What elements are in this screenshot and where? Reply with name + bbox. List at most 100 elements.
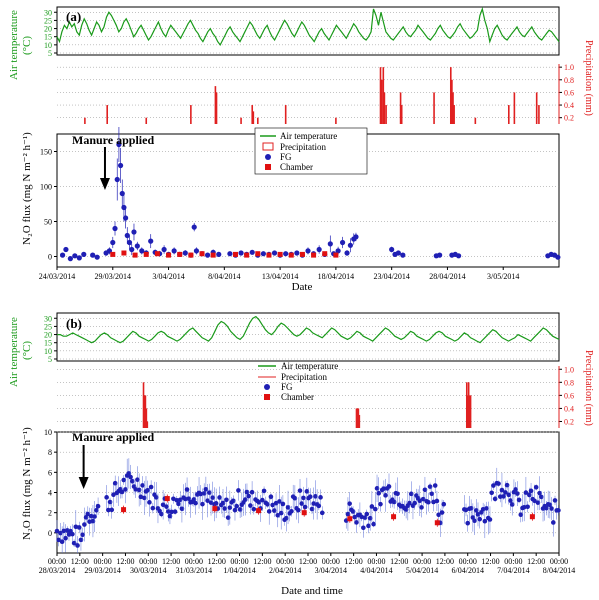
fg-point bbox=[82, 522, 87, 527]
fg-point bbox=[141, 495, 147, 501]
flux-x-tick-label: 23/04/2014 bbox=[373, 272, 409, 281]
fg-point bbox=[72, 253, 78, 259]
fg-point bbox=[547, 502, 553, 508]
chamber-point bbox=[301, 510, 307, 516]
fg-point bbox=[133, 487, 139, 492]
panel-a-xlabel: Date bbox=[292, 281, 313, 293]
fg-point bbox=[191, 497, 197, 502]
flux-x-tick-time: 12:00 bbox=[299, 557, 317, 566]
fg-point bbox=[172, 509, 178, 514]
flux-y-tick-label: 0 bbox=[48, 529, 52, 538]
fg-point bbox=[59, 252, 66, 258]
fg-point bbox=[56, 537, 62, 543]
fg-point bbox=[383, 493, 388, 498]
fg-point bbox=[515, 491, 520, 496]
precip-tick-label: 0.6 bbox=[564, 391, 574, 400]
temp-tick-label: 20 bbox=[44, 331, 52, 340]
chamber-point bbox=[199, 251, 205, 257]
fg-point bbox=[88, 513, 94, 519]
fg-point bbox=[94, 507, 99, 513]
precip-bar bbox=[257, 117, 259, 124]
flux-x-tick-date: 6/04/2014 bbox=[452, 566, 484, 575]
precip-bar bbox=[252, 111, 255, 124]
fg-point bbox=[95, 503, 101, 509]
fg-point bbox=[364, 511, 370, 517]
fg-point bbox=[81, 251, 87, 257]
flux-x-tick-label: 3/04/2014 bbox=[152, 272, 184, 281]
fg-point bbox=[297, 488, 303, 493]
panel-b-manure-annotation: Manure applied bbox=[72, 430, 154, 444]
fg-point bbox=[441, 501, 447, 507]
fg-point bbox=[302, 504, 308, 510]
precip-bar bbox=[142, 382, 145, 428]
flux-x-tick-time: 00:00 bbox=[48, 557, 66, 566]
flux-x-tick-time: 12:00 bbox=[208, 557, 226, 566]
fg-point bbox=[376, 490, 382, 496]
fg-point bbox=[174, 498, 180, 503]
fg-point bbox=[114, 176, 120, 183]
chamber-point bbox=[166, 252, 172, 258]
flux-x-tick-time: 12:00 bbox=[436, 557, 454, 566]
temp-tick-label: 5 bbox=[48, 355, 52, 364]
fg-point bbox=[369, 504, 375, 509]
fg-point bbox=[63, 535, 68, 541]
fg-point bbox=[296, 507, 301, 513]
precip-bar bbox=[382, 67, 385, 124]
chamber-point bbox=[110, 251, 116, 257]
fg-point bbox=[419, 505, 424, 510]
temp-tick-label: 5 bbox=[48, 49, 52, 58]
fg-point bbox=[112, 225, 118, 232]
fg-point bbox=[400, 252, 406, 258]
panel-b-manure-arrow bbox=[78, 445, 89, 489]
flux-x-tick-time: 12:00 bbox=[71, 557, 89, 566]
precip-tick-label: 0.2 bbox=[564, 417, 574, 426]
fg-point bbox=[147, 500, 152, 505]
fg-point bbox=[246, 493, 251, 499]
flux-x-tick-time: 00:00 bbox=[550, 557, 568, 566]
arrow-head bbox=[78, 477, 89, 489]
fg-point bbox=[313, 494, 318, 499]
fg-point bbox=[54, 528, 60, 534]
fg-point bbox=[67, 256, 73, 262]
fg-point bbox=[319, 510, 325, 516]
temp-tick-label: 15 bbox=[44, 33, 52, 42]
fg-point bbox=[73, 524, 79, 530]
temp-tick-label: 30 bbox=[44, 314, 52, 323]
legend-a-fg-swatch bbox=[265, 154, 271, 160]
fg-point bbox=[535, 500, 541, 505]
fg-point bbox=[549, 506, 554, 511]
fg-point bbox=[499, 487, 505, 493]
fg-point bbox=[362, 515, 368, 520]
fg-point bbox=[220, 500, 226, 506]
fg-point bbox=[80, 532, 85, 538]
fg-point bbox=[525, 504, 530, 510]
flux-x-tick-date: 3/04/2014 bbox=[315, 566, 347, 575]
fg-point bbox=[251, 506, 257, 512]
fg-point bbox=[432, 483, 438, 488]
fg-point bbox=[504, 482, 510, 488]
fg-point bbox=[76, 525, 82, 530]
chamber-point bbox=[244, 252, 250, 258]
chamber-point bbox=[121, 507, 127, 513]
flux-x-tick-label: 29/03/2014 bbox=[95, 272, 131, 281]
fg-point bbox=[182, 250, 188, 256]
fg-point bbox=[473, 508, 479, 513]
fg-point bbox=[198, 491, 204, 497]
flux-x-tick-time: 00:00 bbox=[367, 557, 385, 566]
fg-point bbox=[327, 241, 333, 247]
precip-bar bbox=[452, 92, 454, 124]
flux-x-tick-date: 8/04/2014 bbox=[543, 566, 575, 575]
precip-bar bbox=[145, 117, 148, 124]
panel-b-temp-ylabel: Air temperature bbox=[8, 317, 20, 387]
fg-point bbox=[227, 251, 233, 257]
flux-y-tick-label: 8 bbox=[48, 448, 52, 457]
flux-x-tick-label: 8/04/2014 bbox=[208, 272, 240, 281]
legend-a-chamber-swatch bbox=[265, 164, 271, 170]
fg-point bbox=[234, 503, 239, 509]
precip-bar bbox=[451, 79, 453, 124]
flux-x-tick-date: 7/04/2014 bbox=[497, 566, 529, 575]
fg-point bbox=[130, 478, 135, 484]
